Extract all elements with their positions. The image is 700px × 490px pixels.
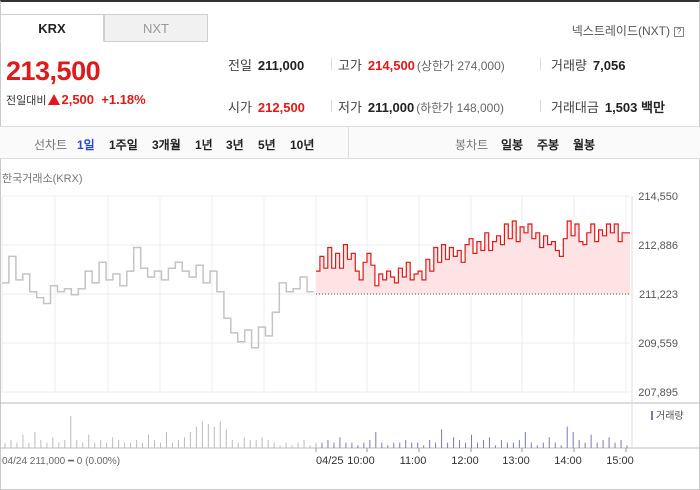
period-10y[interactable]: 10년 [290, 138, 315, 152]
y-tick-label: 214,550 [638, 191, 678, 203]
tab-nxt[interactable]: NXT [104, 14, 208, 42]
period-bar: 선차트 1일 1주일 3개월 1년 3년 5년 10년 봉차트 일봉 주봉 월봉 [0, 126, 700, 159]
current-price: 213,500 [6, 56, 101, 86]
period-3y[interactable]: 3년 [226, 138, 244, 152]
up-triangle-icon [48, 94, 61, 105]
stat-volume: 거래량 7,056 [551, 58, 626, 73]
help-icon[interactable]: ? [674, 26, 684, 37]
today-area [316, 221, 630, 294]
line-chart-label: 선차트 [34, 138, 68, 152]
candle-weekly[interactable]: 주봉 [537, 138, 560, 152]
stat-amount: 거래대금 1,503 백만 [551, 100, 665, 115]
change-label: 전일대비 [6, 95, 47, 107]
y-tick-label: 207,895 [638, 387, 678, 399]
stat-high: 고가 214,500 (상한가 274,000) [338, 58, 505, 73]
period-5y[interactable]: 5년 [258, 138, 276, 152]
nxt-link[interactable]: 넥스트레이드(NXT)? [572, 22, 684, 39]
tab-krx[interactable]: KRX [0, 14, 104, 42]
market-label: 한국거래소(KRX) [2, 173, 83, 185]
volume-legend-icon [651, 411, 653, 420]
y-tick-label: 212,886 [638, 240, 678, 252]
candle-monthly[interactable]: 월봉 [573, 138, 596, 152]
candle-chart-label: 봉차트 [455, 138, 489, 152]
candle-daily[interactable]: 일봉 [501, 138, 524, 152]
price-change: 전일대비 2,500 +1.18% [6, 92, 146, 108]
x-tick-label: 12:00 [451, 455, 479, 467]
prev-day-summary: 04/24 211,000 ━ 0 (0.00%) [2, 456, 120, 467]
x-tick-label: 04/25 [316, 455, 344, 467]
x-tick-label: 14:00 [554, 455, 582, 467]
nxt-link-label[interactable]: 넥스트레이드(NXT) [571, 24, 670, 38]
period-1y[interactable]: 1년 [195, 138, 213, 152]
price-chart[interactable]: 214,550 212,886 211,223 209,559 207,895 거래량 04… [0, 186, 700, 486]
y-tick-label: 211,223 [639, 289, 678, 301]
stat-low: 저가 211,000 (하한가 148,000) [338, 100, 505, 115]
prev-day-line [2, 246, 314, 349]
period-1d[interactable]: 1일 [77, 138, 95, 152]
today-line [316, 220, 630, 287]
period-3m[interactable]: 3개월 [152, 138, 181, 152]
x-tick-label: 10:00 [347, 455, 375, 467]
change-value: 2,500 [61, 92, 95, 107]
x-tick-label: 15:00 [606, 455, 634, 467]
stat-open: 시가 212,500 [228, 100, 305, 115]
stat-prev-close: 전일 211,000 [228, 58, 305, 73]
period-1w[interactable]: 1주일 [109, 138, 138, 152]
x-tick-label: 11:00 [400, 455, 427, 467]
change-percent: +1.18% [101, 92, 146, 107]
x-tick-label: 13:00 [502, 455, 530, 467]
y-tick-label: 209,559 [638, 338, 678, 350]
volume-legend: 거래량 [656, 410, 684, 422]
